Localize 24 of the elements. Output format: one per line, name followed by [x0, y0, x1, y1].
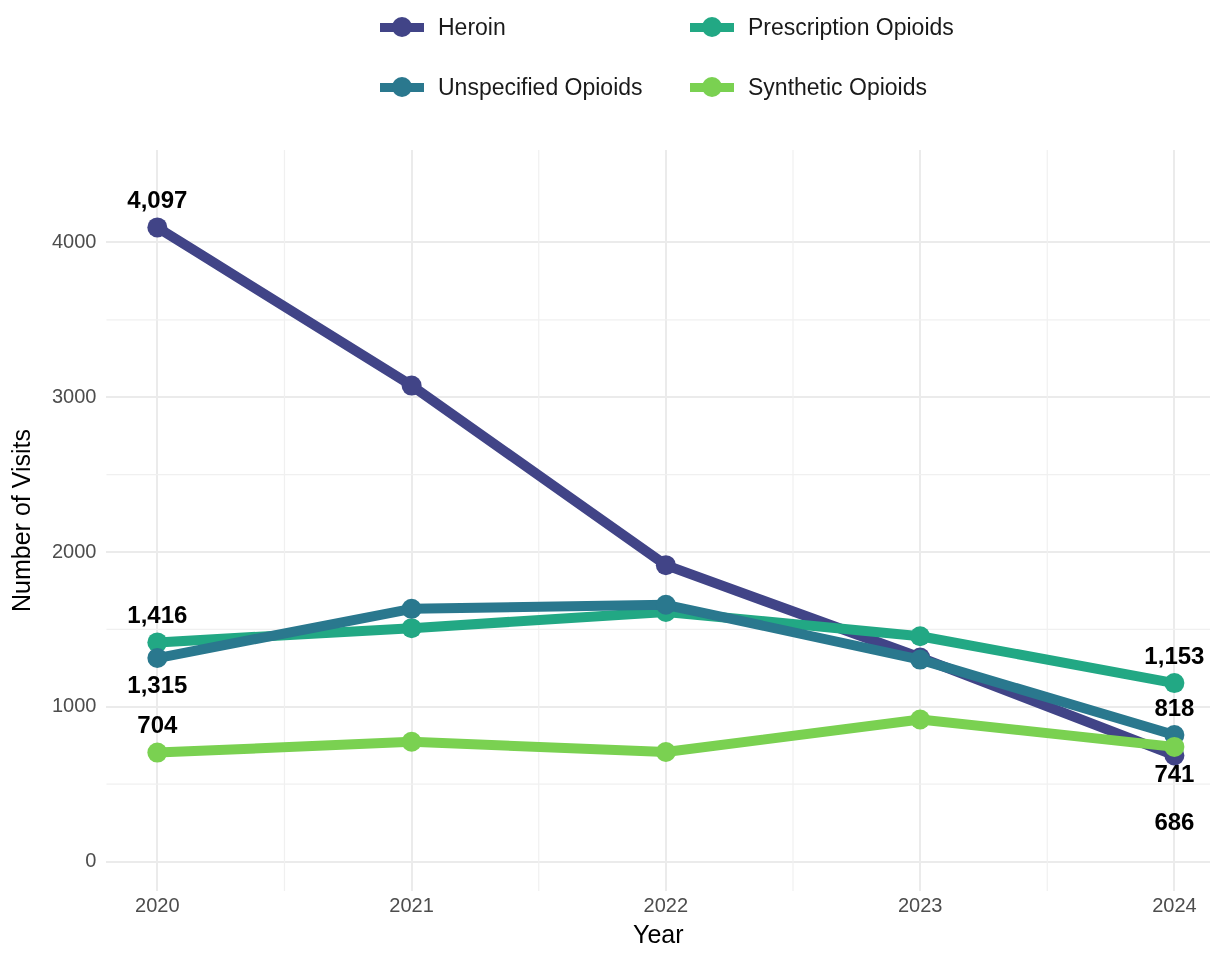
y-tick-label: 4000 — [51, 229, 97, 252]
data-label: 741 — [1154, 759, 1195, 787]
data-label: 1,416 — [127, 601, 188, 629]
y-tick-label: 0 — [85, 849, 97, 872]
y-tick-label: 1000 — [51, 694, 97, 717]
data-label: 1,153 — [1144, 641, 1205, 669]
x-axis-title: Year — [632, 919, 684, 948]
y-axis-title: Number of Visits — [6, 429, 35, 612]
data-label: 818 — [1154, 693, 1195, 721]
x-tick-label: 2023 — [897, 893, 943, 916]
x-tick-label: 2021 — [389, 893, 434, 916]
legend-label: Prescription Opioids — [748, 13, 954, 41]
data-label: 686 — [1154, 808, 1195, 836]
x-tick-label: 2020 — [135, 893, 180, 916]
x-tick-label: 2022 — [643, 893, 689, 916]
x-tick-label: 2024 — [1152, 893, 1197, 916]
y-tick-label: 3000 — [51, 384, 97, 407]
data-label: 704 — [137, 711, 179, 739]
data-label: 4,097 — [127, 186, 188, 214]
legend-label: Synthetic Opioids — [748, 73, 927, 101]
y-tick-label: 2000 — [51, 539, 97, 562]
data-label: 1,315 — [127, 670, 188, 698]
legend-label: Unspecified Opioids — [438, 73, 643, 101]
legend-label: Heroin — [438, 13, 506, 41]
